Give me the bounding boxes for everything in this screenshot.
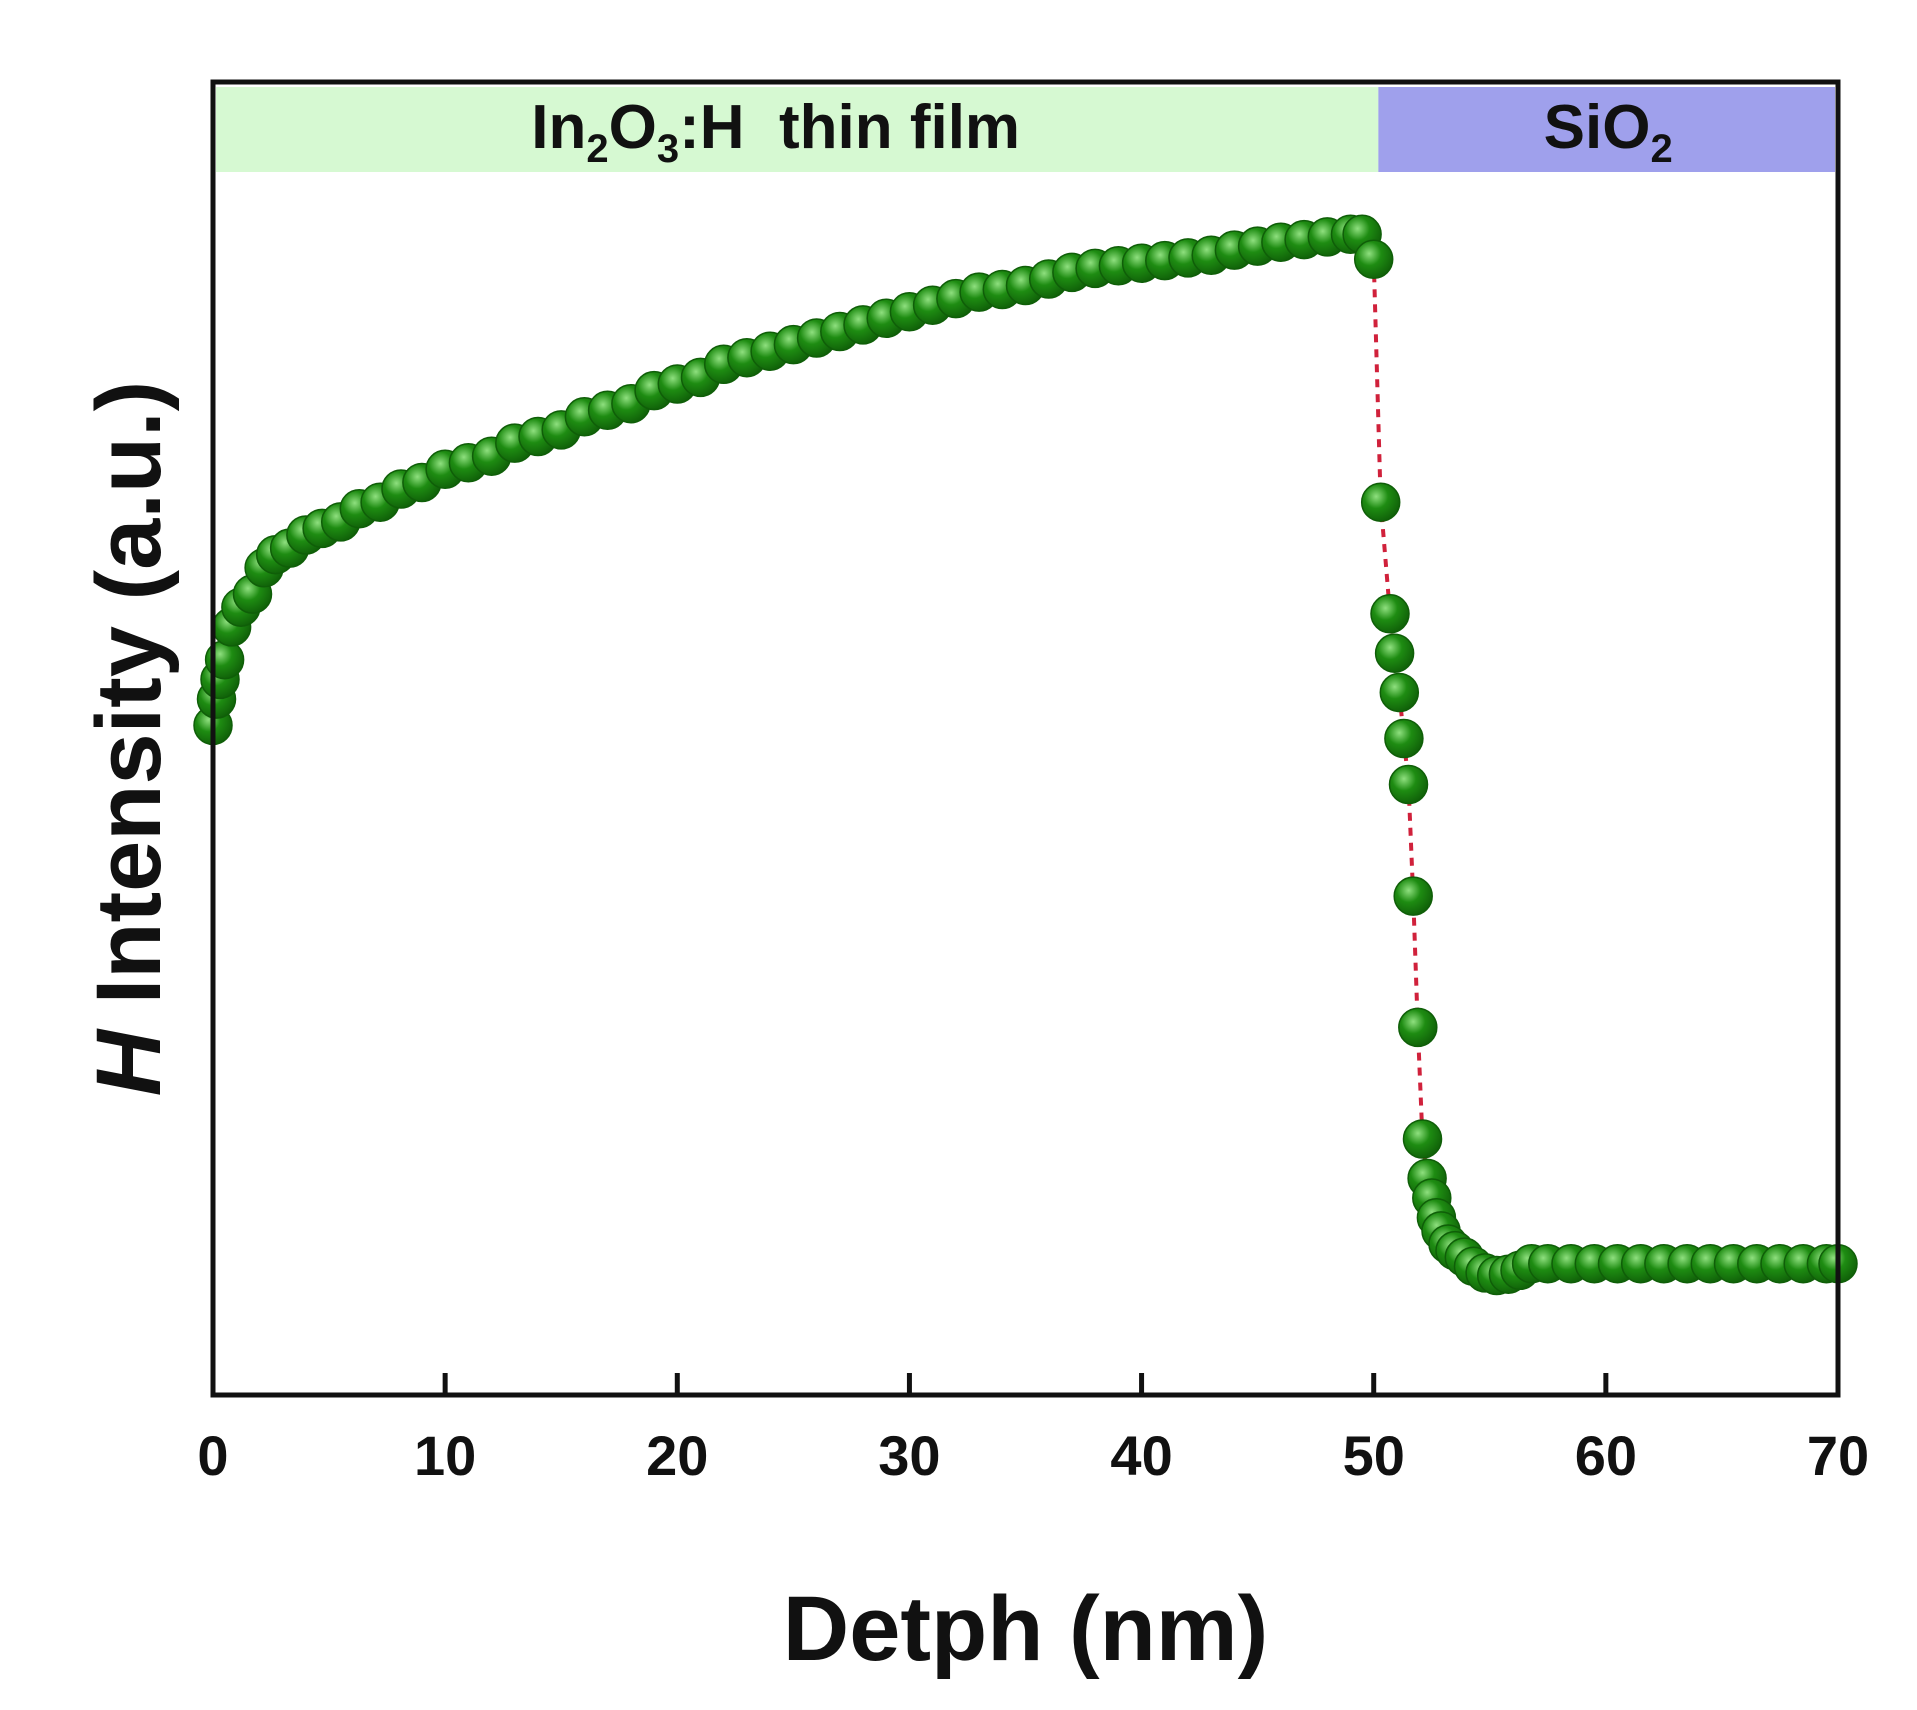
x-tick-label: 70	[1807, 1424, 1869, 1487]
data-point	[1384, 718, 1424, 759]
x-tick-label: 20	[646, 1424, 708, 1487]
region-bands: In2O3:H thin film SiO2	[216, 87, 1835, 172]
x-axis-title: Detph (nm)	[783, 1578, 1268, 1680]
data-point	[1370, 594, 1410, 634]
substrate-region-label: SiO2	[1544, 93, 1673, 171]
x-tick-label: 60	[1575, 1424, 1637, 1487]
x-tick-label: 30	[878, 1424, 940, 1487]
data-point	[1388, 764, 1429, 805]
data-point	[1393, 876, 1433, 916]
y-axis-title: H Intensity (a.u.)	[78, 381, 180, 1097]
x-axis-ticks: 0 10 20 30 40 50 60 70	[197, 1373, 1869, 1487]
x-tick-label: 40	[1110, 1424, 1172, 1487]
data-points-layer	[193, 214, 1858, 1296]
substrate-region-band	[1378, 87, 1835, 172]
data-point	[1402, 1119, 1443, 1159]
film-region-label: In2O3:H thin film	[531, 93, 1020, 171]
data-point	[1360, 482, 1401, 522]
data-point	[1353, 239, 1394, 280]
plot-frame	[210, 79, 1841, 1398]
x-tick-label: 0	[197, 1424, 228, 1487]
x-tick-label: 10	[414, 1424, 476, 1487]
data-point	[1379, 672, 1420, 713]
data-point	[1398, 1007, 1438, 1048]
data-point	[1374, 633, 1415, 673]
film-region-band	[216, 87, 1379, 172]
x-tick-label: 50	[1343, 1424, 1405, 1487]
